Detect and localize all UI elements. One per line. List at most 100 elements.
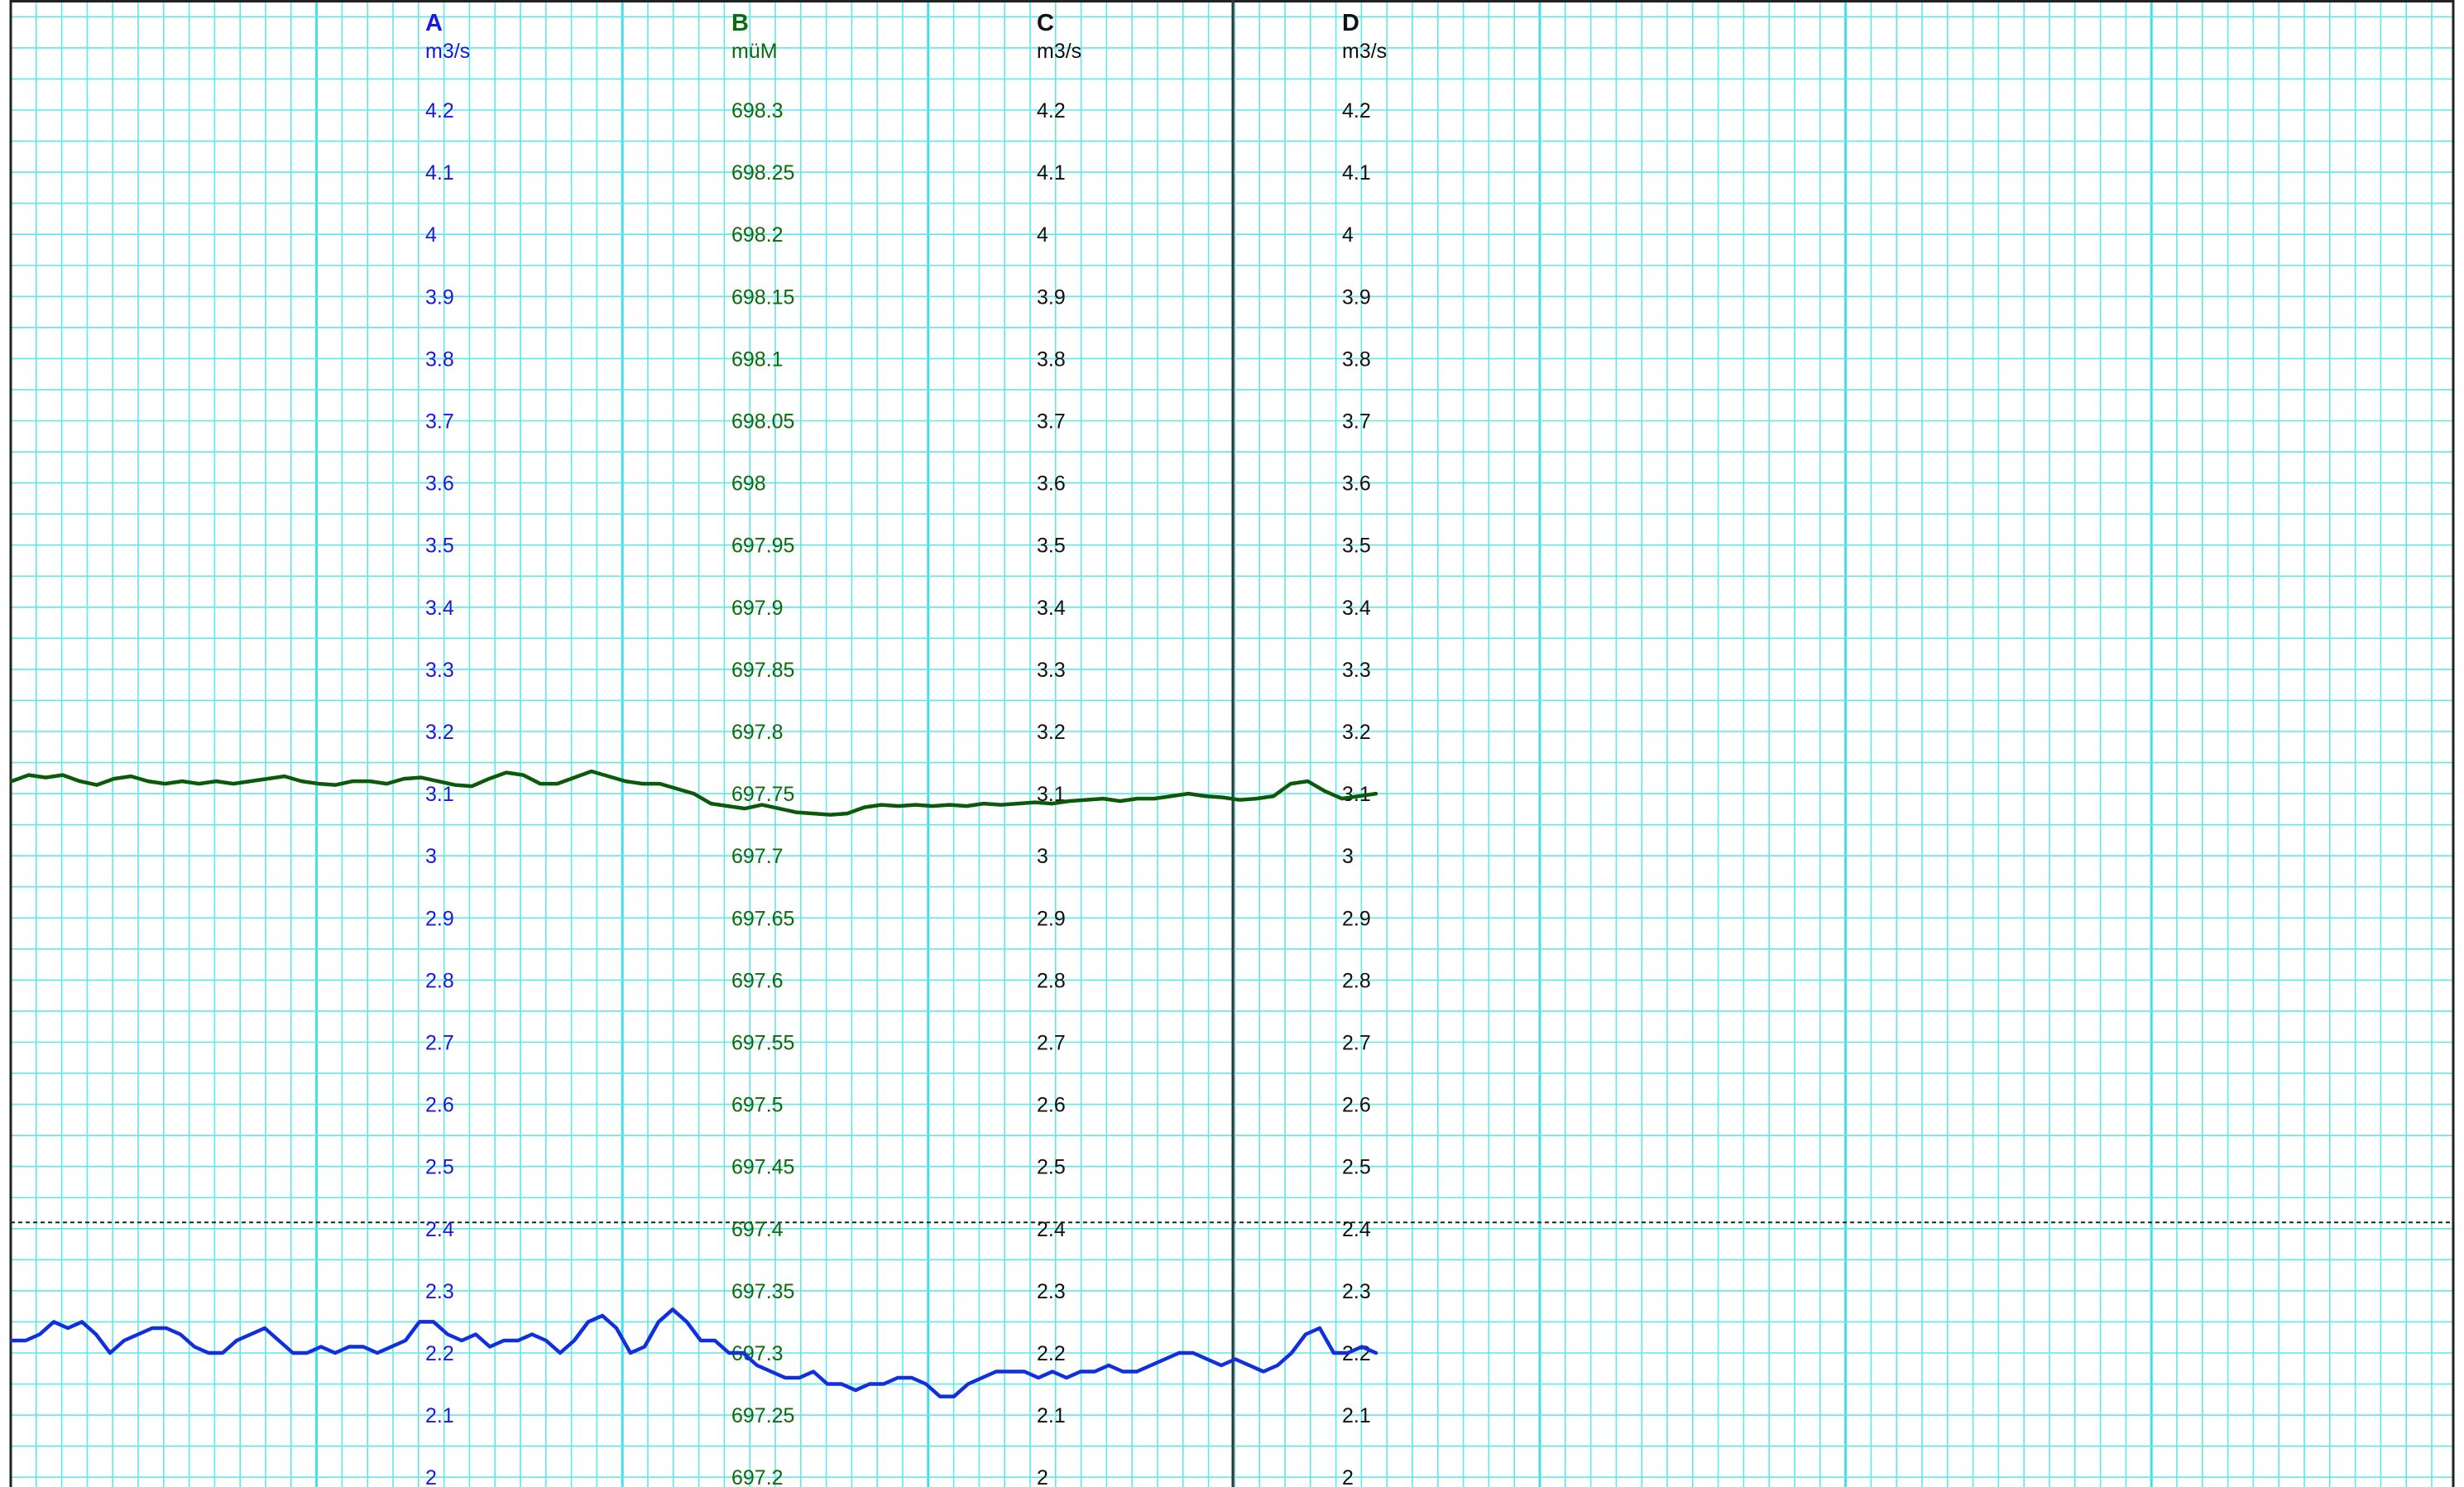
- axis-b-tick-label: 698.25: [731, 161, 794, 185]
- axis-c-tick-label: 3.8: [1037, 348, 1066, 371]
- axis-c-tick-label: 3.3: [1037, 659, 1066, 682]
- axis-d-tick-label: 4: [1342, 223, 1354, 247]
- axis-a-tick-label: 2: [425, 1466, 437, 1487]
- axis-d-tick-label: 2.5: [1342, 1156, 1371, 1179]
- axis-d-unit: m3/s: [1342, 40, 1387, 63]
- axis-a-tick-label: 3.2: [425, 721, 454, 744]
- chart-grid: [9, 0, 2455, 1487]
- axis-c-tick-label: 2.2: [1037, 1342, 1066, 1365]
- axis-c-tick-label: 4: [1037, 223, 1048, 247]
- axis-b-tick-label: 697.2: [731, 1466, 784, 1487]
- axis-a-tick-label: 2.5: [425, 1156, 454, 1179]
- axis-d-letter: D: [1342, 10, 1359, 36]
- axis-d-tick-label: 3.4: [1342, 597, 1371, 620]
- axis-a-tick-label: 2.7: [425, 1032, 454, 1055]
- axis-b-tick-label: 698.3: [731, 99, 784, 122]
- axis-c-tick-label: 2.6: [1037, 1094, 1066, 1117]
- axis-b-tick-label: 697.85: [731, 659, 794, 682]
- axis-d-tick-label: 3.5: [1342, 535, 1371, 558]
- axis-b-tick-label: 697.65: [731, 907, 794, 930]
- axis-a-tick-label: 4: [425, 223, 437, 247]
- axis-b-tick-label: 697.7: [731, 845, 784, 868]
- axis-d-tick-label: 3.2: [1342, 721, 1371, 744]
- axis-b-tick-label: 697.6: [731, 969, 784, 992]
- axis-d-tick-label: 3.7: [1342, 410, 1371, 434]
- axis-a-unit: m3/s: [425, 40, 470, 63]
- axis-c-tick-label: 2.4: [1037, 1218, 1066, 1241]
- axis-d-tick-label: 3.8: [1342, 348, 1371, 371]
- axis-d-tick-label: 2.9: [1342, 907, 1371, 930]
- axis-b-tick-label: 698.1: [731, 348, 784, 371]
- axis-a-letter: A: [425, 10, 443, 36]
- axis-d-tick-label: 3.9: [1342, 285, 1371, 309]
- axis-c-tick-label: 2.7: [1037, 1032, 1066, 1055]
- axis-d-tick-label: 2.1: [1342, 1404, 1371, 1427]
- axis-c-tick-label: 2.1: [1037, 1404, 1066, 1427]
- axis-a-tick-label: 3.7: [425, 410, 454, 434]
- axis-b-tick-label: 697.35: [731, 1280, 794, 1303]
- axis-a-tick-label: 3.3: [425, 659, 454, 682]
- axis-c-letter: C: [1037, 10, 1054, 36]
- axis-b-tick-label: 697.9: [731, 597, 784, 620]
- axis-d-tick-label: 2: [1342, 1466, 1354, 1487]
- axis-a-tick-label: 4.2: [425, 99, 454, 122]
- chart-series: [9, 769, 1378, 1398]
- axis-a-tick-label: 3.1: [425, 783, 454, 806]
- axis-a-tick-label: 3.4: [425, 597, 454, 620]
- axis-d-tick-label: 2.6: [1342, 1094, 1371, 1117]
- axis-b-tick-label: 698.2: [731, 223, 784, 247]
- axis-b-tick-label: 697.55: [731, 1032, 794, 1055]
- axis-c-unit: m3/s: [1037, 40, 1081, 63]
- axis-a-tick-label: 3.5: [425, 535, 454, 558]
- axis-b-tick-label: 698.15: [731, 285, 794, 309]
- axis-a-tick-label: 2.1: [425, 1404, 454, 1427]
- chart-axes: Am3/s 4.2 4.1 4 3.9 3.8 3.7 3.6 3.5 3.4 3.3 3.2 3.1 3…: [425, 10, 1387, 1487]
- axis-b-unit: müM: [731, 40, 778, 63]
- axis-d-tick-label: 4.2: [1342, 99, 1371, 122]
- axis-a-tick-label: 3.9: [425, 285, 454, 309]
- axis-a-tick-label: 2.6: [425, 1094, 454, 1117]
- axis-d-tick-label: 3: [1342, 845, 1354, 868]
- axis-a-tick-label: 3.6: [425, 472, 454, 496]
- axis-c-tick-label: 3: [1037, 845, 1048, 868]
- axis-a-tick-label: 2.8: [425, 969, 454, 992]
- axis-c-tick-label: 2.8: [1037, 969, 1066, 992]
- axis-c-tick-label: 2: [1037, 1466, 1048, 1487]
- axis-d-tick-label: 2.4: [1342, 1218, 1371, 1241]
- axis-d-tick-label: 2.8: [1342, 969, 1371, 992]
- axis-a-tick-label: 2.4: [425, 1218, 454, 1241]
- axis-c-tick-label: 3.6: [1037, 472, 1066, 496]
- axis-c-tick-label: 2.5: [1037, 1156, 1066, 1179]
- axis-b-tick-label: 697.4: [731, 1218, 784, 1241]
- axis-c-tick-label: 3.9: [1037, 285, 1066, 309]
- axis-b-tick-label: 697.75: [731, 783, 794, 806]
- axis-c-tick-label: 3.4: [1037, 597, 1066, 620]
- axis-b-tick-label: 697.95: [731, 535, 794, 558]
- axis-b-tick-label: 698: [731, 472, 766, 496]
- axis-d-tick-label: 3.3: [1342, 659, 1371, 682]
- axis-a-tick-label: 2.2: [425, 1342, 454, 1365]
- axis-b-tick-label: 697.5: [731, 1094, 784, 1117]
- axis-b-tick-label: 698.05: [731, 410, 794, 434]
- axis-c-tick-label: 3.2: [1037, 721, 1066, 744]
- axis-c-tick-label: 2.3: [1037, 1280, 1066, 1303]
- axis-b-tick-label: 697.25: [731, 1404, 794, 1427]
- axis-a-tick-label: 2.9: [425, 907, 454, 930]
- axis-d-tick-label: 2.3: [1342, 1280, 1371, 1303]
- axis-d-tick-label: 3.6: [1342, 472, 1371, 496]
- series-a-line: [9, 1307, 1378, 1398]
- axis-a-tick-label: 2.3: [425, 1280, 454, 1303]
- axis-c-tick-label: 3.7: [1037, 410, 1066, 434]
- axis-a-tick-label: 4.1: [425, 161, 454, 185]
- axis-b-tick-label: 697.45: [731, 1156, 794, 1179]
- axis-c-tick-label: 2.9: [1037, 907, 1066, 930]
- axis-c-tick-label: 4.2: [1037, 99, 1066, 122]
- series-b-line: [9, 769, 1378, 817]
- axis-a-tick-label: 3.8: [425, 348, 454, 371]
- axis-b-letter: B: [731, 10, 749, 36]
- axis-c-tick-label: 4.1: [1037, 161, 1066, 185]
- axis-a-tick-label: 3: [425, 845, 437, 868]
- axis-d-tick-label: 4.1: [1342, 161, 1371, 185]
- axis-b-tick-label: 697.8: [731, 721, 784, 744]
